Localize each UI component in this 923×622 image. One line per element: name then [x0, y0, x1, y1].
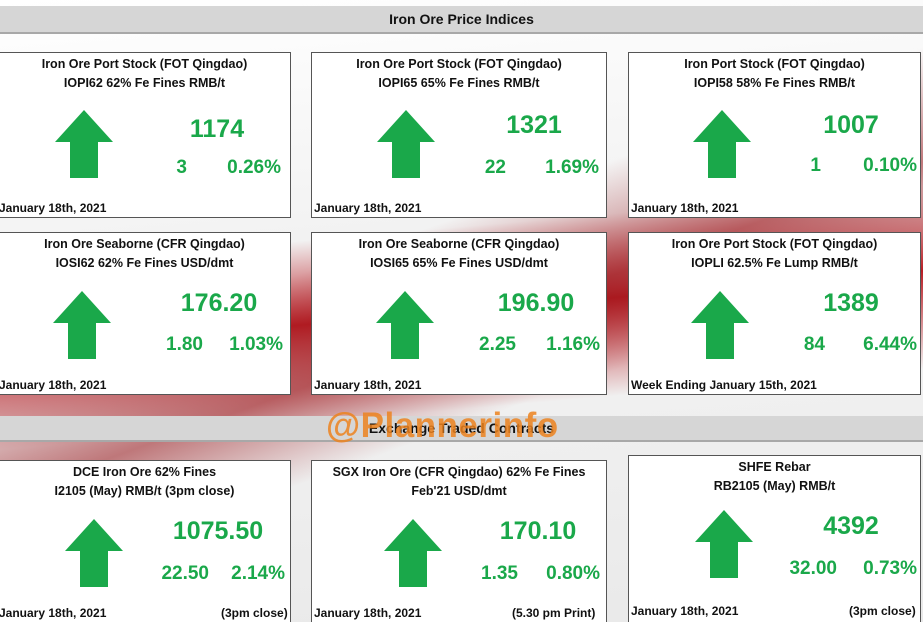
price-change: 3 — [176, 157, 187, 178]
card-title: Iron Ore Seaborne (CFR Qingdao) — [358, 237, 560, 251]
price-card-iopi62: Iron Ore Port Stock (FOT Qingdao) IOPI62… — [0, 52, 291, 218]
price-value: 1007 — [823, 111, 879, 139]
price-change-percent: 0.73% — [863, 558, 917, 579]
card-title: SGX Iron Ore (CFR Qingdao) 62% Fe Fines — [332, 465, 586, 479]
price-card-sgx: SGX Iron Ore (CFR Qingdao) 62% Fe Fines … — [311, 460, 607, 622]
up-arrow-icon — [377, 110, 435, 178]
up-arrow-icon — [53, 291, 111, 359]
price-value: 4392 — [823, 512, 879, 540]
card-subtitle: Feb'21 USD/dmt — [411, 484, 507, 498]
price-change-percent: 0.26% — [227, 157, 281, 178]
up-arrow-icon — [55, 110, 113, 178]
price-card-iopli: Iron Ore Port Stock (FOT Qingdao) IOPLI … — [628, 232, 921, 395]
price-value: 176.20 — [180, 289, 258, 317]
price-change: 2.25 — [479, 334, 516, 355]
card-date: January 18th, 2021 — [314, 606, 422, 620]
price-change: 1.80 — [166, 334, 203, 355]
card-subtitle: IOPI65 65% Fe Fines RMB/t — [378, 76, 540, 90]
section-title: Iron Ore Price Indices — [389, 11, 534, 27]
card-subtitle: IOPI58 58% Fe Fines RMB/t — [693, 76, 856, 90]
up-arrow-icon — [376, 291, 434, 359]
up-arrow-icon — [65, 519, 123, 587]
card-subtitle: IOSI62 62% Fe Fines USD/dmt — [55, 256, 234, 270]
price-value: 1075.50 — [172, 517, 264, 545]
price-change: 84 — [803, 334, 825, 355]
price-change-percent: 0.80% — [546, 563, 600, 584]
price-change-percent: 2.14% — [231, 563, 285, 584]
price-value: 170.10 — [499, 517, 577, 545]
watermark-text: @Plannerinfo — [326, 406, 559, 445]
price-card-iopi58: Iron Port Stock (FOT Qingdao) IOPI58 58%… — [628, 52, 921, 218]
price-card-iopi65: Iron Ore Port Stock (FOT Qingdao) IOPI65… — [311, 52, 607, 218]
section-title: Exchange Traded Contracts — [368, 420, 555, 436]
card-note: (3pm close) — [221, 606, 288, 620]
price-card-iosi62: Iron Ore Seaborne (CFR Qingdao) IOSI62 6… — [0, 232, 291, 395]
card-date: January 18th, 2021 — [0, 201, 107, 215]
card-title: Iron Port Stock (FOT Qingdao) — [684, 57, 865, 71]
up-arrow-icon — [693, 110, 751, 178]
card-title: Iron Ore Port Stock (FOT Qingdao) — [41, 57, 248, 71]
price-value: 1389 — [823, 289, 879, 317]
section-header-exchange-contracts: Exchange Traded Contracts — [0, 416, 923, 442]
up-arrow-icon — [691, 291, 749, 359]
card-date: January 18th, 2021 — [631, 201, 739, 215]
card-date: January 18th, 2021 — [0, 606, 107, 620]
price-change: 1.35 — [481, 563, 518, 584]
card-note: (5.30 pm Print) — [512, 606, 596, 620]
price-change-percent: 1.69% — [545, 157, 599, 178]
up-arrow-icon — [695, 510, 753, 578]
card-subtitle: RB2105 (May) RMB/t — [713, 479, 836, 493]
card-title: DCE Iron Ore 62% Fines — [72, 465, 217, 479]
card-title: Iron Ore Port Stock (FOT Qingdao) — [671, 237, 878, 251]
card-date: January 18th, 2021 — [631, 604, 739, 618]
card-date: January 18th, 2021 — [314, 201, 422, 215]
up-arrow-icon — [384, 519, 442, 587]
price-change: 22 — [484, 157, 506, 178]
card-title: Iron Ore Seaborne (CFR Qingdao) — [44, 237, 245, 251]
price-change: 1 — [810, 155, 821, 176]
price-value: 1321 — [506, 111, 562, 139]
card-date: January 18th, 2021 — [314, 378, 422, 392]
card-title: SHFE Rebar — [738, 460, 811, 474]
price-change-percent: 6.44% — [863, 334, 917, 355]
price-card-shfe-rebar: SHFE Rebar RB2105 (May) RMB/t 4392 32.00… — [628, 455, 921, 622]
price-change: 32.00 — [789, 558, 837, 579]
price-change-percent: 1.03% — [229, 334, 283, 355]
card-subtitle: I2105 (May) RMB/t (3pm close) — [54, 484, 235, 498]
price-card-iosi65: Iron Ore Seaborne (CFR Qingdao) IOSI65 6… — [311, 232, 607, 395]
price-value: 1174 — [189, 115, 245, 143]
price-change: 22.50 — [161, 563, 209, 584]
card-subtitle: IOSI65 65% Fe Fines USD/dmt — [370, 256, 548, 270]
card-title: Iron Ore Port Stock (FOT Qingdao) — [356, 57, 562, 71]
card-date: January 18th, 2021 — [0, 378, 107, 392]
card-note: (3pm close) — [849, 604, 916, 618]
price-change-percent: 0.10% — [863, 155, 917, 176]
card-date: Week Ending January 15th, 2021 — [631, 378, 817, 392]
price-value: 196.90 — [497, 289, 575, 317]
price-card-dce: DCE Iron Ore 62% Fines I2105 (May) RMB/t… — [0, 460, 291, 622]
section-header-price-indices: Iron Ore Price Indices — [0, 6, 923, 34]
card-subtitle: IOPI62 62% Fe Fines RMB/t — [63, 76, 226, 90]
card-subtitle: IOPLI 62.5% Fe Lump RMB/t — [691, 256, 858, 270]
price-change-percent: 1.16% — [546, 334, 600, 355]
